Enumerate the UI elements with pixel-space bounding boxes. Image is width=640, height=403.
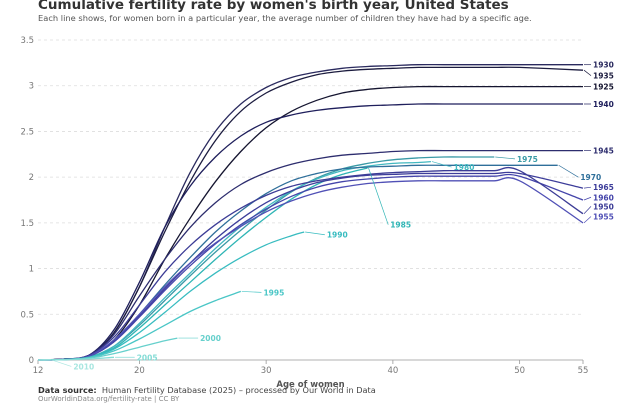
series-label-1975: 1975: [517, 155, 538, 164]
data-source: Data source: Human Fertility Database (2…: [38, 385, 376, 395]
label-leader-line: [584, 70, 591, 75]
series-label-1990: 1990: [327, 231, 348, 240]
y-tick-label: 3.5: [20, 36, 34, 46]
y-tick-label: 3: [29, 82, 34, 92]
y-tick-label: 1: [29, 265, 34, 275]
series-label-1950: 1950: [593, 202, 614, 211]
data-source-label: Data source:: [38, 385, 97, 395]
series-label-2000: 2000: [200, 334, 221, 343]
label-leader-line: [584, 197, 591, 200]
series-label-1965: 1965: [593, 183, 614, 192]
series-line-1940: [38, 104, 583, 360]
series-label-1960: 1960: [593, 193, 614, 202]
y-tick-label: 2.5: [20, 127, 34, 137]
y-tick-label: 1.5: [20, 219, 34, 229]
series-label-1925: 1925: [593, 83, 614, 92]
x-tick-label: 20: [134, 366, 145, 376]
series-line-1950: [38, 168, 583, 360]
series-line-1930: [38, 65, 583, 360]
data-source-text: Human Fertility Database (2025) – proces…: [102, 385, 376, 395]
label-leader-line: [584, 206, 591, 213]
y-tick-label: 2: [29, 173, 34, 183]
label-leader-line: [432, 162, 452, 167]
x-tick-label: 50: [514, 366, 525, 376]
series-label-1985: 1985: [390, 221, 411, 230]
x-tick-label: 30: [261, 366, 272, 376]
series-label-1970: 1970: [580, 173, 601, 182]
label-leader-line: [242, 291, 262, 292]
series-label-1980: 1980: [454, 163, 475, 172]
series-label-1940: 1940: [593, 100, 614, 109]
series-label-1995: 1995: [263, 288, 284, 297]
label-leader-line: [495, 157, 515, 159]
x-tick-label: 40: [387, 366, 398, 376]
label-leader-line: [584, 187, 591, 188]
series-label-2005: 2005: [137, 353, 158, 362]
series-label-1945: 1945: [593, 147, 614, 156]
x-tick-label: 55: [578, 366, 589, 376]
label-leader-line: [584, 216, 591, 222]
series-line-1965: [38, 172, 583, 360]
series-label-1955: 1955: [593, 212, 614, 221]
x-tick-label: 12: [33, 366, 44, 376]
y-tick-label: 0: [29, 356, 34, 366]
series-line-1960: [38, 174, 583, 360]
series-line-1925: [38, 87, 583, 360]
x-axis-ticks: 12 20 30 40 50 55: [33, 360, 589, 376]
series-labels: 1930 1935 1925 1940 1945 1975 1980 197019651960…: [52, 61, 614, 372]
footnote: OurWorldinData.org/fertility-rate | CC B…: [38, 395, 179, 403]
y-tick-label: 0.5: [20, 310, 34, 320]
label-leader-line: [305, 232, 325, 235]
y-axis-ticks: 0 0.5 1 1.5 2 2.5 3 3.5: [20, 36, 34, 366]
grid-lines: [38, 40, 583, 314]
series-lines: [38, 65, 583, 360]
series-label-2010: 2010: [73, 362, 94, 371]
label-leader-line: [559, 165, 579, 177]
series-line-1975: [38, 157, 494, 360]
label-leader-line: [52, 360, 72, 366]
label-leader-line: [369, 168, 389, 225]
series-label-1930: 1930: [593, 61, 614, 70]
series-label-1935: 1935: [593, 72, 614, 81]
